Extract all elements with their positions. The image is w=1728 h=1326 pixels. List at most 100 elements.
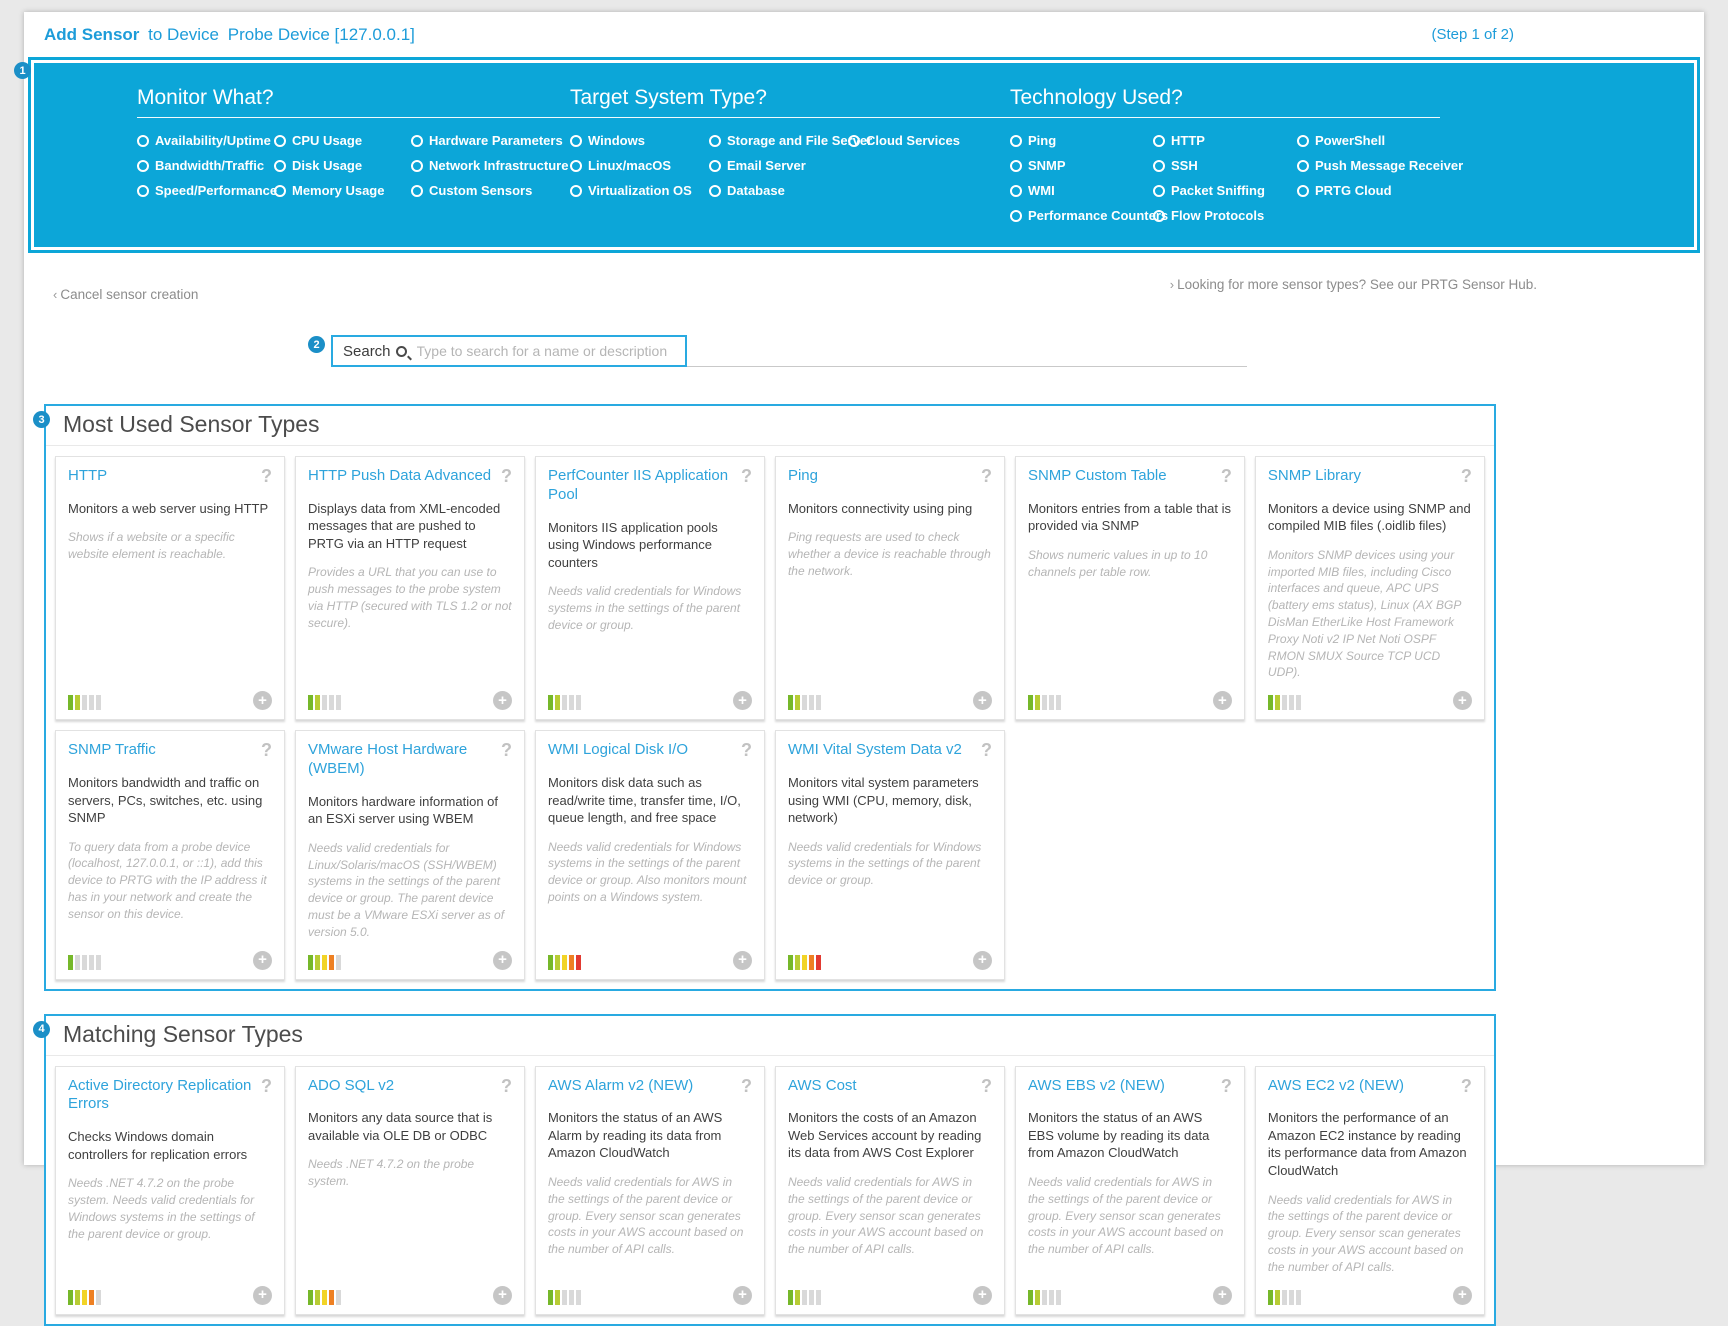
sensor-card-title[interactable]: VMware Host Hardware (WBEM): [307, 741, 468, 777]
radio-icon[interactable]: [1153, 209, 1165, 222]
help-question-icon[interactable]: ?: [980, 466, 992, 486]
filter-option-virtualization-os[interactable]: Virtualization OS: [570, 178, 709, 203]
radio-icon[interactable]: [137, 159, 149, 172]
help-question-icon[interactable]: ?: [980, 1075, 992, 1096]
sensor-card-title[interactable]: PerfCounter IIS Application Pool: [547, 467, 729, 503]
sensor-card-title[interactable]: Ping: [787, 467, 818, 484]
filter-option-linux-macos[interactable]: Linux/macOS: [570, 153, 709, 178]
sensor-card-title[interactable]: HTTP Push Data Advanced: [307, 467, 492, 484]
filter-option-bandwidth-traffic[interactable]: Bandwidth/Traffic: [137, 153, 274, 178]
radio-icon[interactable]: [1010, 159, 1022, 172]
radio-icon[interactable]: [1010, 184, 1022, 197]
add-sensor-button[interactable]: +: [252, 1285, 272, 1305]
search-input[interactable]: [416, 343, 675, 359]
add-sensor-button[interactable]: +: [1452, 691, 1472, 711]
sensor-card-title[interactable]: AWS Alarm v2 (NEW): [547, 1076, 694, 1094]
sensor-card-title[interactable]: SNMP Library: [1267, 467, 1362, 484]
help-question-icon[interactable]: ?: [740, 740, 752, 761]
filter-option-flow-protocols[interactable]: Flow Protocols: [1153, 203, 1297, 228]
add-sensor-button[interactable]: +: [252, 691, 272, 711]
help-question-icon[interactable]: ?: [500, 1075, 512, 1096]
radio-icon[interactable]: [709, 184, 721, 197]
add-sensor-button[interactable]: +: [972, 950, 992, 970]
sensor-card-title[interactable]: SNMP Custom Table: [1027, 467, 1167, 484]
sensor-card-title[interactable]: AWS Cost: [787, 1076, 857, 1094]
sensor-card-title[interactable]: ADO SQL v2: [307, 1076, 395, 1094]
radio-icon[interactable]: [1297, 184, 1309, 197]
filter-option-storage-and-file-server[interactable]: Storage and File Server: [709, 128, 872, 153]
radio-icon[interactable]: [570, 134, 582, 147]
help-question-icon[interactable]: ?: [1460, 1075, 1472, 1096]
add-sensor-button[interactable]: +: [972, 1285, 992, 1305]
filter-option-speed-performance[interactable]: Speed/Performance: [137, 178, 277, 203]
sensor-card-title[interactable]: AWS EBS v2 (NEW): [1027, 1076, 1165, 1094]
radio-icon[interactable]: [274, 134, 286, 147]
add-sensor-button[interactable]: +: [732, 950, 752, 970]
radio-icon[interactable]: [274, 159, 286, 172]
sensor-card-title[interactable]: SNMP Traffic: [68, 741, 156, 759]
filter-option-push-message-receiver[interactable]: Push Message Receiver: [1297, 153, 1463, 178]
radio-icon[interactable]: [411, 159, 423, 172]
add-sensor-button[interactable]: +: [732, 691, 752, 711]
radio-icon[interactable]: [274, 184, 286, 197]
add-sensor-button[interactable]: +: [492, 950, 512, 970]
help-question-icon[interactable]: ?: [1220, 466, 1232, 486]
radio-icon[interactable]: [1010, 209, 1022, 222]
sensor-card-title[interactable]: WMI Logical Disk I/O: [547, 741, 688, 759]
sensor-card-title[interactable]: Active Directory Replication Errors: [68, 1076, 252, 1113]
radio-icon[interactable]: [1153, 184, 1165, 197]
radio-icon[interactable]: [1297, 134, 1309, 147]
add-sensor-button[interactable]: +: [972, 691, 992, 711]
filter-option-database[interactable]: Database: [709, 178, 848, 203]
sensor-card-title[interactable]: HTTP: [68, 467, 108, 484]
add-sensor-button[interactable]: +: [1452, 1285, 1472, 1305]
help-question-icon[interactable]: ?: [740, 1075, 752, 1096]
radio-icon[interactable]: [1153, 134, 1165, 147]
cancel-sensor-creation-link[interactable]: ‹ Cancel sensor creation: [50, 287, 198, 302]
add-sensor-button[interactable]: +: [1212, 1285, 1232, 1305]
radio-icon[interactable]: [137, 184, 149, 197]
help-question-icon[interactable]: ?: [740, 466, 752, 486]
add-sensor-button[interactable]: +: [492, 1285, 512, 1305]
help-question-icon[interactable]: ?: [260, 466, 272, 486]
help-question-icon[interactable]: ?: [1220, 1075, 1232, 1096]
filter-option-wmi[interactable]: WMI: [1010, 178, 1153, 203]
help-question-icon[interactable]: ?: [500, 466, 512, 486]
filter-option-network-infrastructure[interactable]: Network Infrastructure: [411, 153, 570, 178]
filter-option-http[interactable]: HTTP: [1153, 128, 1297, 153]
add-sensor-button[interactable]: +: [492, 691, 512, 711]
filter-option-memory-usage[interactable]: Memory Usage: [274, 178, 411, 203]
filter-option-powershell[interactable]: PowerShell: [1297, 128, 1463, 153]
radio-icon[interactable]: [411, 184, 423, 197]
help-question-icon[interactable]: ?: [1460, 466, 1472, 486]
filter-option-cloud-services[interactable]: Cloud Services: [848, 128, 1010, 153]
search-box[interactable]: Search: [331, 335, 687, 367]
filter-option-snmp[interactable]: SNMP: [1010, 153, 1153, 178]
radio-icon[interactable]: [1153, 159, 1165, 172]
sensor-card-title[interactable]: WMI Vital System Data v2: [787, 741, 962, 759]
filter-option-cpu-usage[interactable]: CPU Usage: [274, 128, 411, 153]
radio-icon[interactable]: [1297, 159, 1309, 172]
filter-option-custom-sensors[interactable]: Custom Sensors: [411, 178, 570, 203]
radio-icon[interactable]: [1010, 134, 1022, 147]
add-sensor-button[interactable]: +: [732, 1285, 752, 1305]
radio-icon[interactable]: [137, 134, 149, 147]
help-question-icon[interactable]: ?: [500, 740, 512, 761]
radio-icon[interactable]: [570, 159, 582, 172]
sensor-hub-link[interactable]: › Looking for more sensor types? See our …: [1167, 277, 1537, 292]
filter-option-windows[interactable]: Windows: [570, 128, 709, 153]
filter-option-hardware-parameters[interactable]: Hardware Parameters: [411, 128, 570, 153]
radio-icon[interactable]: [709, 159, 721, 172]
help-question-icon[interactable]: ?: [260, 740, 272, 761]
help-question-icon[interactable]: ?: [260, 1075, 272, 1096]
radio-icon[interactable]: [411, 134, 423, 147]
radio-icon[interactable]: [570, 184, 582, 197]
filter-option-prtg-cloud[interactable]: PRTG Cloud: [1297, 178, 1463, 203]
sensor-card-title[interactable]: AWS EC2 v2 (NEW): [1267, 1076, 1405, 1094]
filter-option-packet-sniffing[interactable]: Packet Sniffing: [1153, 178, 1297, 203]
add-sensor-button[interactable]: +: [1212, 691, 1232, 711]
radio-icon[interactable]: [709, 134, 721, 147]
help-question-icon[interactable]: ?: [980, 740, 992, 761]
filter-option-email-server[interactable]: Email Server: [709, 153, 848, 178]
filter-option-ssh[interactable]: SSH: [1153, 153, 1297, 178]
